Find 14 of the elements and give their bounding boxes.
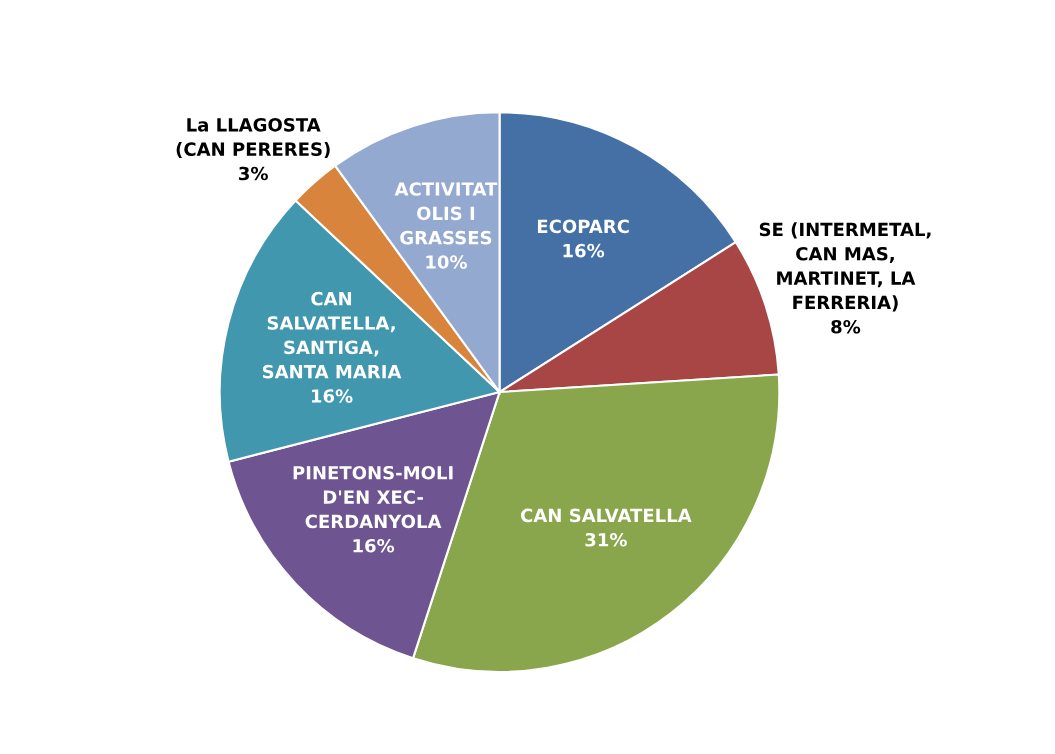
data-label: 3% [239, 166, 268, 181]
data-label: 10% [426, 255, 467, 269]
data-label: 16% [311, 389, 353, 403]
slice-label: ECOPARC [537, 219, 629, 234]
slice-label: La LLAGOSTA (CAN PERERES) [176, 117, 330, 159]
slice-label: SE (INTERMETAL, CAN MAS, MARTINET, LA FERRERIA) [759, 222, 931, 312]
slice-label: CAN SALVATELLA [520, 508, 692, 523]
data-label: 8% [831, 319, 861, 334]
slice-label: ACTIVITAT OLIS I GRASSES [394, 182, 498, 245]
data-label: 16% [563, 243, 605, 258]
slice-label: CAN SALVATELLA, SANTIGA, SANTA MARIA [262, 291, 402, 379]
slice-label: PINETONS-MOLI D'EN XEC- CERDANYOLA [293, 465, 453, 529]
data-label: 31% [585, 532, 627, 547]
data-label: 16% [353, 538, 395, 553]
